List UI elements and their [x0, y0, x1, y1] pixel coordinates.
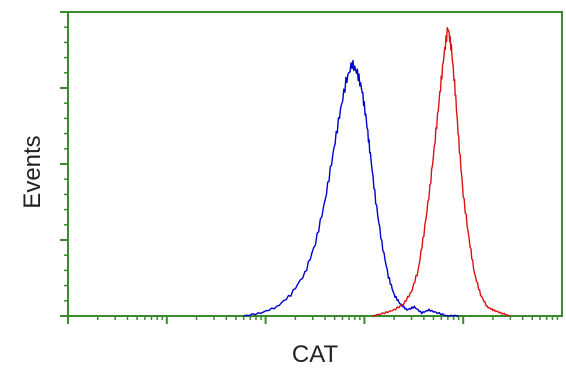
y-axis-ticks	[60, 11, 68, 317]
histogram-series-line-1	[243, 59, 459, 317]
plot-frame	[67, 11, 563, 317]
y-axis-label: Events	[19, 135, 46, 208]
x-axis-ticks	[67, 316, 559, 324]
histogram-series-line-2	[371, 27, 511, 317]
x-axis-label: CAT	[292, 341, 339, 368]
plot-area	[67, 11, 563, 317]
series-layer	[243, 27, 511, 317]
